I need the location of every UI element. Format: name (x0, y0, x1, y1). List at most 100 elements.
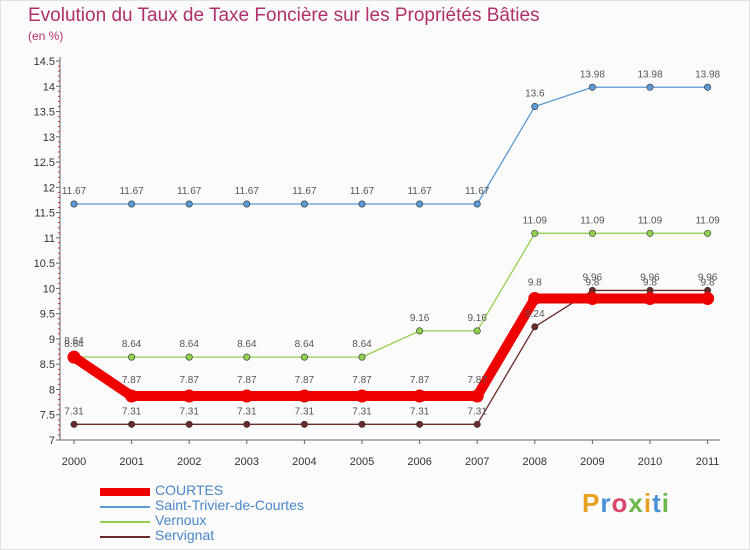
y-tick-label: 14.5 (34, 56, 55, 68)
x-tick-label: 2004 (292, 456, 316, 468)
data-label: 9.8 (585, 278, 599, 289)
y-tick-label: 14 (43, 81, 55, 93)
x-tick-label: 2000 (62, 456, 86, 468)
data-label: 8.64 (122, 339, 142, 350)
data-point (531, 102, 539, 110)
x-tick-label: 2010 (638, 456, 662, 468)
line-chart: 7 7.5 8 8.5 9 9.5 10 10.5 11 11.5 12 12.5 13 13.5 14 14… (34, 56, 721, 468)
x-tick-label: 2009 (580, 456, 604, 468)
data-label: 7.87 (352, 375, 372, 386)
y-tick-label: 9 (49, 334, 55, 346)
y-tick-label: 10.5 (34, 258, 55, 270)
data-label: 7.87 (237, 375, 257, 386)
x-tick-label: 2005 (350, 456, 374, 468)
data-point (125, 389, 139, 403)
data-point (128, 420, 136, 428)
data-label: 7.31 (64, 406, 84, 417)
data-label: 9.8 (701, 278, 715, 289)
series-line-courtes (69, 293, 713, 402)
series-line-vernoux (73, 232, 709, 358)
data-label: 8.64 (64, 336, 84, 347)
data-point (70, 200, 78, 208)
data-point (413, 389, 427, 403)
legend-label: Saint-Trivier-de-Courtes (155, 497, 304, 513)
series-line-servignat (73, 289, 709, 425)
x-tick-label: 2007 (465, 456, 489, 468)
y-tick-label: 13 (43, 132, 55, 144)
legend-swatch (100, 488, 150, 496)
legend-swatch (100, 521, 150, 523)
data-label: 9.16 (467, 313, 487, 324)
data-point (185, 353, 193, 361)
axes: 7 7.5 8 8.5 9 9.5 10 10.5 11 11.5 12 12.5 13 13.5 14 14… (34, 56, 720, 468)
logo-letter: P (582, 488, 601, 518)
data-label: 8.64 (295, 339, 315, 350)
data-label: 7.31 (179, 406, 199, 417)
data-point (473, 200, 481, 208)
data-label: 13.6 (525, 88, 545, 99)
logo-letter: i (643, 488, 653, 518)
data-label: 8.64 (64, 339, 84, 350)
y-tick-label: 11 (44, 233, 55, 245)
data-label: 7.87 (467, 375, 487, 386)
y-tick-label: 11.5 (34, 208, 55, 220)
data-label: 13.98 (695, 69, 720, 80)
data-label: 11.09 (580, 215, 605, 226)
x-tick-label: 2001 (119, 456, 143, 468)
logo-letter: r (600, 488, 612, 518)
legend-label: Servignat (155, 527, 215, 543)
data-point (416, 200, 424, 208)
proxiti-logo: Proxiti (582, 488, 670, 519)
data-label: 11.09 (523, 215, 548, 226)
data-label: 11.67 (407, 186, 432, 197)
series-lines (67, 83, 715, 428)
data-point (473, 420, 481, 428)
data-labels: 11.67 11.67 11.67 11.67 11.67 11.67 11.67 11.67… (62, 69, 721, 417)
data-point (470, 389, 484, 403)
data-point (185, 200, 193, 208)
data-label: 11.67 (350, 186, 375, 197)
data-label: 7.87 (122, 375, 142, 386)
legend-label: COURTES (155, 482, 224, 498)
chart-title: Evolution du Taux de Taxe Foncière sur l… (28, 5, 540, 26)
data-label: 9.96 (640, 272, 660, 283)
data-label: 13.98 (637, 69, 662, 80)
x-tick-label: 2006 (407, 456, 431, 468)
data-label: 7.87 (410, 375, 430, 386)
data-point (531, 323, 539, 331)
y-tick-label: 7 (49, 435, 55, 447)
logo-letter: x (628, 488, 644, 518)
y-tick-label: 8.5 (40, 359, 55, 371)
data-point (243, 353, 251, 361)
data-label: 11.67 (119, 186, 144, 197)
y-tick-label: 9.5 (40, 309, 55, 321)
y-tick-label: 12 (43, 182, 55, 194)
y-tick-label: 13.5 (34, 107, 55, 119)
data-label: 7.31 (295, 406, 315, 417)
data-point (358, 200, 366, 208)
x-tick-label: 2002 (177, 456, 201, 468)
chart-subtitle: (en %) (28, 29, 64, 43)
data-point (416, 420, 424, 428)
data-point (358, 353, 366, 361)
data-point (300, 353, 308, 361)
data-point (646, 83, 654, 91)
data-label: 7.31 (467, 406, 487, 417)
data-point (416, 327, 424, 335)
data-label: 7.31 (122, 406, 142, 417)
logo-letter: t (652, 488, 662, 518)
data-point (588, 83, 596, 91)
data-label: 11.67 (235, 186, 260, 197)
data-label: 11.67 (177, 186, 202, 197)
data-label: 7.31 (410, 406, 430, 417)
data-point (528, 292, 542, 306)
data-label: 11.09 (638, 215, 663, 226)
data-label: 11.67 (62, 186, 87, 197)
data-point (240, 389, 254, 403)
data-point (300, 420, 308, 428)
data-label: 8.64 (352, 339, 372, 350)
data-label: 8.64 (237, 339, 257, 350)
data-label: 11.09 (695, 215, 720, 226)
data-point (67, 350, 81, 364)
